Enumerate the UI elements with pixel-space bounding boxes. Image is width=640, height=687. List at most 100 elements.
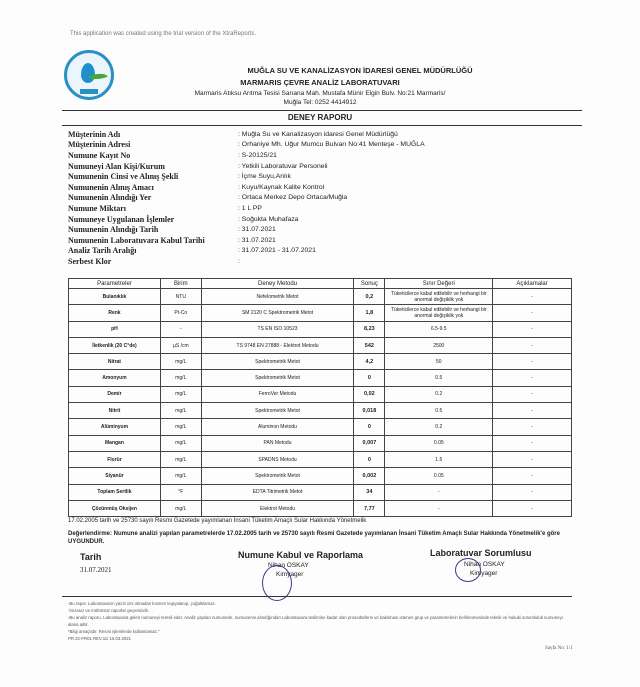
result-cell: 7,77 bbox=[353, 499, 386, 518]
info-value: : Ortaca Merkez Depo Ortaca/Muğla bbox=[238, 194, 348, 202]
info-row: Analiz Tarih Aralığı: 31.07.2021 - 31.07… bbox=[68, 246, 568, 257]
form-code: PR 22-FR01 REV.11/ 16.03.2021 bbox=[68, 636, 132, 641]
parameter-cell: Çözünmüş Oksijen bbox=[68, 499, 161, 518]
parameter-cell: Mangan bbox=[68, 434, 161, 452]
parameter-cell: Toplam Sertlik bbox=[68, 483, 161, 501]
divider bbox=[62, 125, 582, 126]
method-cell: Nefelometrik Metot bbox=[200, 287, 355, 306]
lead-name: Nihan OSKAY bbox=[464, 561, 505, 568]
result-cell: 542 bbox=[353, 336, 386, 355]
info-value: : 31.07.2021 bbox=[238, 236, 276, 244]
regulation-note: 17.02.2005 tarih ve 25730 sayılı Resmi G… bbox=[68, 518, 367, 524]
unit-cell: mg/L bbox=[159, 467, 202, 485]
info-label: Numunenin Alındığı Tarih bbox=[68, 225, 159, 235]
result-cell: 0,007 bbox=[353, 434, 386, 452]
unit-cell: Pt-Co bbox=[159, 304, 202, 322]
limit-cell: 0.05 bbox=[384, 467, 494, 485]
date-label: Tarih bbox=[80, 552, 102, 562]
unit-cell: °F bbox=[159, 483, 202, 501]
column-header: Sonuç bbox=[353, 278, 386, 289]
remarks-cell: - bbox=[492, 499, 572, 518]
parameter-cell: pH bbox=[68, 320, 161, 338]
info-value: : Orhaniye Mh. Uğur Mumcu Bulvarı No:41 … bbox=[238, 141, 425, 149]
address-line-1: Marmaris Atıksu Arıtma Tesisi Sarıana Ma… bbox=[194, 90, 446, 97]
table-row: Renk Pt-Co SM 2120 C Spektrometrik Metot 1,… bbox=[68, 304, 572, 322]
signature-scribble bbox=[455, 558, 481, 582]
table-row: Mangan mg/L PAN Metodu 0,007 0.05- bbox=[68, 434, 572, 452]
parameter-cell: Florür bbox=[68, 450, 161, 469]
table-row: Amonyum mg/L Spektrometrik Metot 0 0.5- bbox=[68, 369, 572, 387]
unit-cell: mg/L bbox=[159, 434, 202, 452]
table-row: Nitrit mg/L Spektrometrik Metot 0,018 0.5- bbox=[68, 402, 572, 420]
info-label: Numunenin Alınış Amacı bbox=[68, 182, 154, 192]
limit-cell: 0.2 bbox=[384, 385, 494, 404]
lead-title: Kimyager bbox=[470, 570, 498, 577]
evaluation: Değerlendirme: Numune analizi yapılan pa… bbox=[68, 531, 560, 545]
table-row: Alüminyum mg/L Aluminon Metodu 0 0.2- bbox=[68, 418, 572, 436]
limit-cell: 2500 bbox=[384, 336, 494, 355]
unit-cell: mg/L bbox=[159, 450, 202, 469]
result-cell: 0 bbox=[353, 418, 386, 436]
info-row: Numune Kayıt No : S-20125/21 bbox=[68, 150, 568, 161]
info-row: Numuneye Uygulanan İşlemler: Soğukta Muh… bbox=[68, 214, 568, 225]
remarks-cell: - bbox=[492, 402, 572, 420]
info-label: Müşterinin Adresi bbox=[68, 140, 131, 150]
parameter-cell: Siyanür bbox=[68, 467, 161, 485]
method-cell: Spektrometrik Metot bbox=[200, 467, 355, 485]
report-date: 31.07.2021 bbox=[80, 566, 112, 574]
unit-cell: µS /cm bbox=[159, 336, 202, 355]
info-label: Analiz Tarih Aralığı bbox=[68, 246, 137, 256]
info-value: : 1 L PP bbox=[238, 204, 262, 212]
parameter-cell: Alüminyum bbox=[68, 418, 161, 436]
remarks-cell: - bbox=[492, 336, 572, 355]
info-row: Numunenin Alındığı Yer : Ortaca Merkez De… bbox=[68, 193, 568, 204]
table-row: Florür mg/L SPADNS Metodu 0 1.5- bbox=[68, 450, 572, 469]
method-cell: PAN Metodu bbox=[200, 434, 355, 452]
limit-cell: - bbox=[384, 499, 494, 518]
divider bbox=[62, 596, 572, 597]
method-cell: SM 2120 C Spektrometrik Metot bbox=[200, 304, 355, 322]
limit-cell: - bbox=[384, 483, 494, 501]
column-header: Birim bbox=[159, 278, 202, 289]
method-cell: Aluminon Metodu bbox=[200, 418, 355, 436]
info-value: : Yetkili Laboratuvar Personeli bbox=[238, 162, 328, 170]
result-cell: 34 bbox=[353, 483, 386, 501]
parameter-cell: Nitrat bbox=[68, 353, 161, 371]
unit-cell: mg/L bbox=[159, 499, 202, 518]
info-row: Numuneyi Alan Kişi/Kurum : Yetkili Labora… bbox=[68, 161, 568, 172]
table-row: İletkenlik (20 C°de) µS /cm TS 9748 EN 278… bbox=[68, 336, 572, 355]
remarks-cell: - bbox=[492, 287, 572, 306]
limit-cell: 0.5 bbox=[384, 369, 494, 387]
limit-cell: 0.05 bbox=[384, 434, 494, 452]
parameter-cell: Bulanıklık bbox=[68, 287, 161, 306]
limit-cell: 6.5-9.5 bbox=[384, 320, 494, 338]
org-name: MUĞLA SU VE KANALİZASYON İDARESİ GENEL M… bbox=[247, 66, 473, 75]
parameter-cell: Renk bbox=[68, 304, 161, 322]
page-number: Sayfa No: 1/1 bbox=[545, 646, 573, 651]
report-title: DENEY RAPORU bbox=[287, 113, 353, 122]
footer-note: *Bilgi amaçlıdır. Resmi işlemlerde kulla… bbox=[68, 629, 160, 634]
info-value: : 31.07.2021 bbox=[238, 226, 276, 234]
muski-logo bbox=[64, 50, 114, 100]
remarks-cell: - bbox=[492, 467, 572, 485]
unit-cell: mg/L bbox=[159, 402, 202, 420]
unit-cell: mg/L bbox=[159, 369, 202, 387]
info-label: Numune Kayıt No bbox=[68, 150, 131, 160]
info-label: Numunenin Alındığı Yer bbox=[68, 193, 152, 203]
column-header: Açıklamalar bbox=[492, 278, 572, 289]
results-table: Parametreler Birim Deney Metodu Sonuç Sınır … bbox=[68, 278, 572, 518]
info-value: : S-20125/21 bbox=[238, 151, 277, 159]
address-line-2: Muğla Tel: 0252 4414912 bbox=[283, 99, 357, 106]
info-label: Numuneyi Alan Kişi/Kurum bbox=[68, 161, 165, 171]
info-label: Numune Miktarı bbox=[68, 203, 126, 213]
footer-notes: -Bu rapor, Laboratuvarın yazılı izni olm… bbox=[68, 600, 568, 642]
info-row: Müşterinin Adı: Muğla Su ve Kanalizasyon… bbox=[68, 129, 568, 140]
method-cell: TS EN ISO 10523 bbox=[200, 320, 355, 338]
method-cell: FerroVer Metodu bbox=[200, 385, 355, 404]
result-cell: 0,018 bbox=[353, 402, 386, 420]
info-value: : Soğukta Muhafaza bbox=[238, 215, 299, 223]
limit-cell: Tüketicilerce kabul edilebilir ve herhan… bbox=[384, 287, 494, 306]
divider bbox=[62, 110, 582, 111]
table-row: Bulanıklık NTU Nefelometrik Metot 0,2 Tüketi… bbox=[68, 287, 572, 306]
